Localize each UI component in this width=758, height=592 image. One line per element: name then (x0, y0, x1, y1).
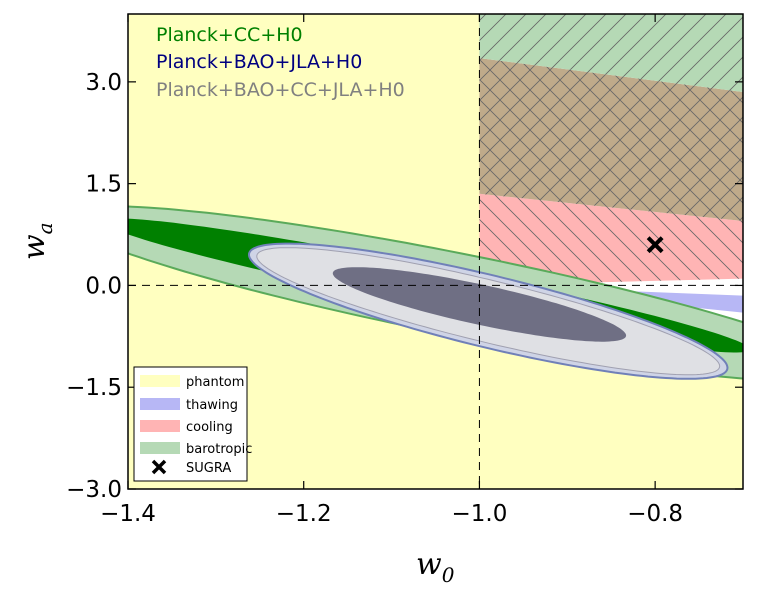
y-tick-label: 0.0 (85, 273, 122, 299)
y-tick-label: −3.0 (66, 477, 122, 503)
contour-planck-bao-cc-jla-h0-68 (332, 267, 627, 342)
legend-label-sugra: SUGRA (186, 461, 231, 476)
y-axis-ticks: −3.0 −1.5 0.0 1.5 3.0 (66, 70, 743, 503)
legend-swatch-phantom (140, 375, 180, 387)
legend-marker-sugra (151, 459, 167, 475)
x-axis-ticks: −1.4 −1.2 −1.0 −0.8 (100, 14, 683, 527)
dataset-label-planck-bao-jla-h0: Planck+BAO+JLA+H0 (156, 51, 362, 73)
sugra-marker (646, 236, 664, 254)
y-tick-label: 1.5 (85, 172, 122, 198)
legend-label-barotropic: barotropic (186, 442, 252, 457)
x-tick-label: −1.4 (100, 501, 156, 527)
legend-swatch-thawing (140, 398, 180, 410)
legend-swatch-barotropic (140, 442, 180, 454)
legend-swatch-cooling (140, 420, 180, 432)
plot-frame (127, 13, 744, 490)
legend-label-cooling: cooling (186, 420, 233, 435)
legend-label-phantom: phantom (186, 375, 244, 390)
x-tick-label: −1.2 (276, 501, 332, 527)
x-axis-label: w0 (416, 547, 455, 587)
y-tick-label: −1.5 (66, 375, 122, 401)
dataset-label-planck-cc-h0: Planck+CC+H0 (156, 24, 303, 46)
region-barotropic-hatch (479, 14, 743, 92)
legend-label-thawing: thawing (186, 398, 238, 413)
y-axis-label: wa (17, 222, 57, 260)
x-tick-label: −0.8 (627, 501, 683, 527)
sugra-point (646, 236, 664, 254)
legend: phantom thawing cooling barotropic SUGRA (133, 366, 252, 482)
region-cooling-hatch (479, 193, 743, 286)
dataset-label-planck-bao-cc-jla-h0: Planck+BAO+CC+JLA+H0 (156, 79, 405, 101)
x-tick-label: −1.0 (451, 501, 507, 527)
region-barotropic-overlap-hatch (479, 58, 743, 221)
y-tick-label: 3.0 (85, 70, 122, 96)
